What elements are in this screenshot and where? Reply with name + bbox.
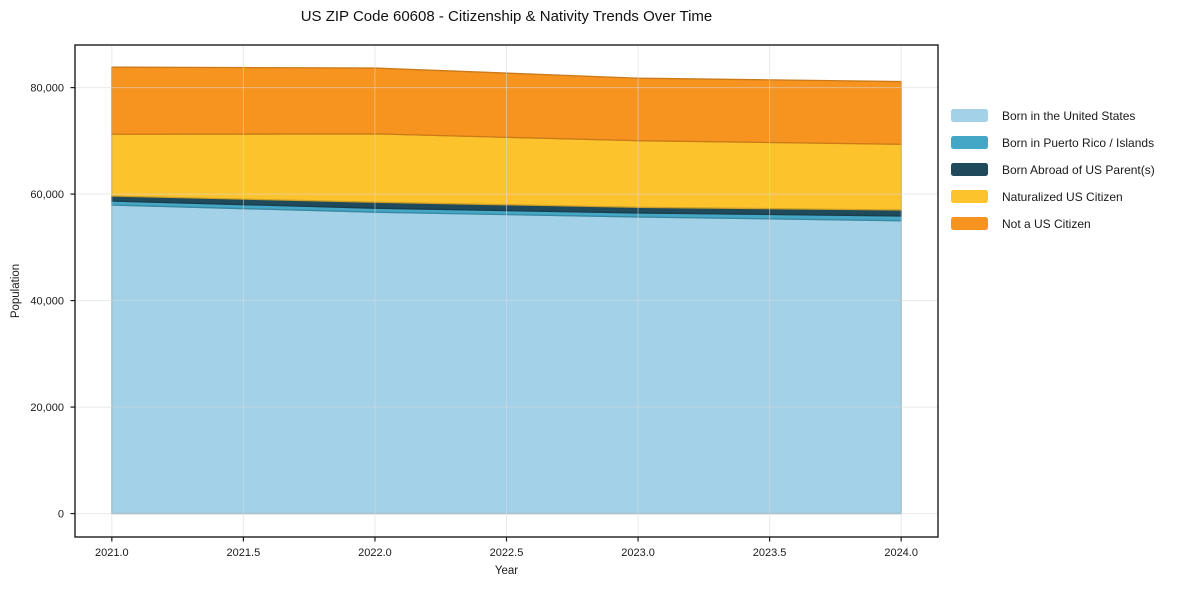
y-tick-label: 80,000 [30, 82, 64, 94]
x-tick-label: 2023.0 [621, 547, 655, 559]
y-tick-label: 20,000 [30, 402, 64, 414]
x-tick-label: 2022.5 [490, 547, 524, 559]
x-axis-label: Year [494, 565, 519, 577]
legend-label: Naturalized US Citizen [1002, 189, 1123, 204]
legend-label: Born in Puerto Rico / Islands [1002, 135, 1155, 150]
legend-item: Born in Puerto Rico / Islands [951, 129, 1155, 156]
legend-item: Born in the United States [951, 102, 1155, 129]
y-tick-label: 60,000 [30, 189, 64, 201]
legend-item: Born Abroad of US Parent(s) [951, 156, 1155, 183]
legend-label: Born Abroad of US Parent(s) [1002, 162, 1155, 177]
legend: Born in the United States Born in Puerto… [951, 102, 1155, 237]
y-tick-label: 0 [58, 508, 64, 520]
y-axis-label: Population [10, 263, 22, 319]
legend-label: Not a US Citizen [1002, 216, 1091, 231]
y-tick-label: 40,000 [30, 295, 64, 307]
x-tick-label: 2022.0 [358, 547, 392, 559]
legend-label: Born in the United States [1002, 108, 1136, 123]
x-tick-label: 2021.0 [95, 547, 129, 559]
legend-swatch [951, 217, 988, 230]
legend-swatch [951, 109, 988, 122]
legend-swatch [951, 136, 988, 149]
x-tick-label: 2023.5 [753, 547, 787, 559]
x-tick-label: 2021.5 [227, 547, 261, 559]
legend-swatch [951, 163, 988, 176]
legend-item: Not a US Citizen [951, 210, 1155, 237]
x-tick-label: 2024.0 [884, 547, 918, 559]
legend-item: Naturalized US Citizen [951, 183, 1155, 210]
chart-title: US ZIP Code 60608 - Citizenship & Nativi… [300, 8, 713, 25]
legend-swatch [951, 190, 988, 203]
